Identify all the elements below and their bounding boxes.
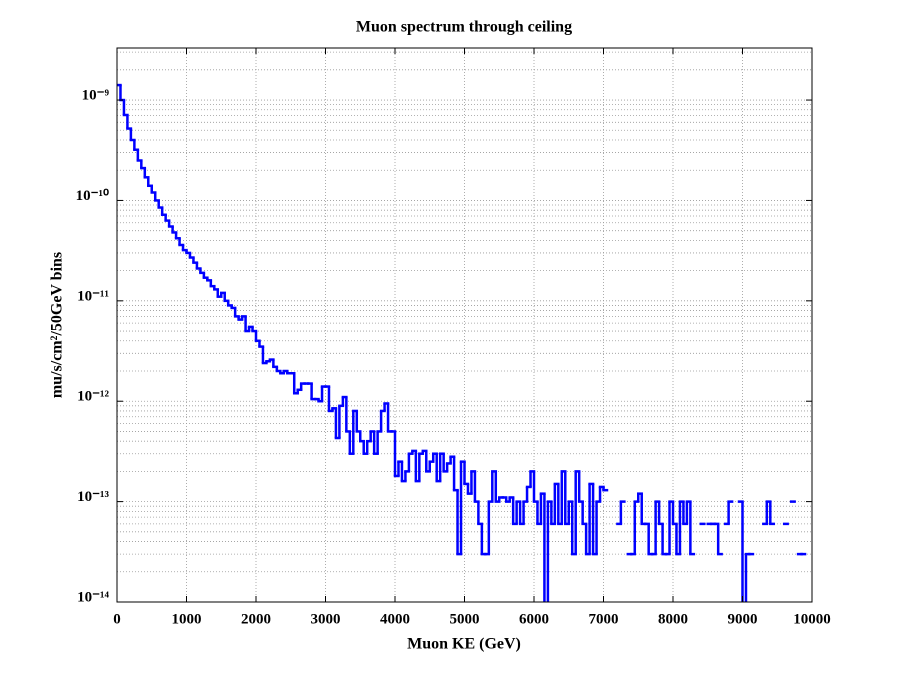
chart-title: Muon spectrum through ceiling: [356, 19, 572, 36]
x-tick-label: 0: [113, 611, 121, 627]
x-tick-label: 8000: [658, 611, 688, 627]
x-axis-label: Muon KE (GeV): [407, 636, 521, 653]
x-tick-label: 10000: [793, 611, 831, 627]
y-tick-label: 10⁻⁹: [82, 87, 110, 103]
x-tick-label: 4000: [380, 611, 410, 627]
x-tick-label: 7000: [589, 611, 619, 627]
grid: [116, 48, 813, 603]
y-axis-label: mu/s/cm²/50GeV bins: [49, 252, 66, 398]
series: [117, 83, 807, 602]
y-tick-label: 10⁻¹²: [77, 389, 109, 405]
x-tick-label: 9000: [728, 611, 758, 627]
y-tick-label: 10⁻¹¹: [77, 288, 109, 304]
x-tick-label: 1000: [172, 611, 202, 627]
y-tick-label: 10⁻¹⁴: [77, 589, 109, 605]
x-tick-label: 6000: [519, 611, 549, 627]
y-tick-label: 10⁻¹⁰: [76, 188, 109, 204]
y-tick-label: 10⁻¹³: [77, 489, 109, 505]
x-tick-label: 5000: [450, 611, 480, 627]
x-tick-label: 2000: [241, 611, 271, 627]
x-tick-label: 3000: [311, 611, 341, 627]
